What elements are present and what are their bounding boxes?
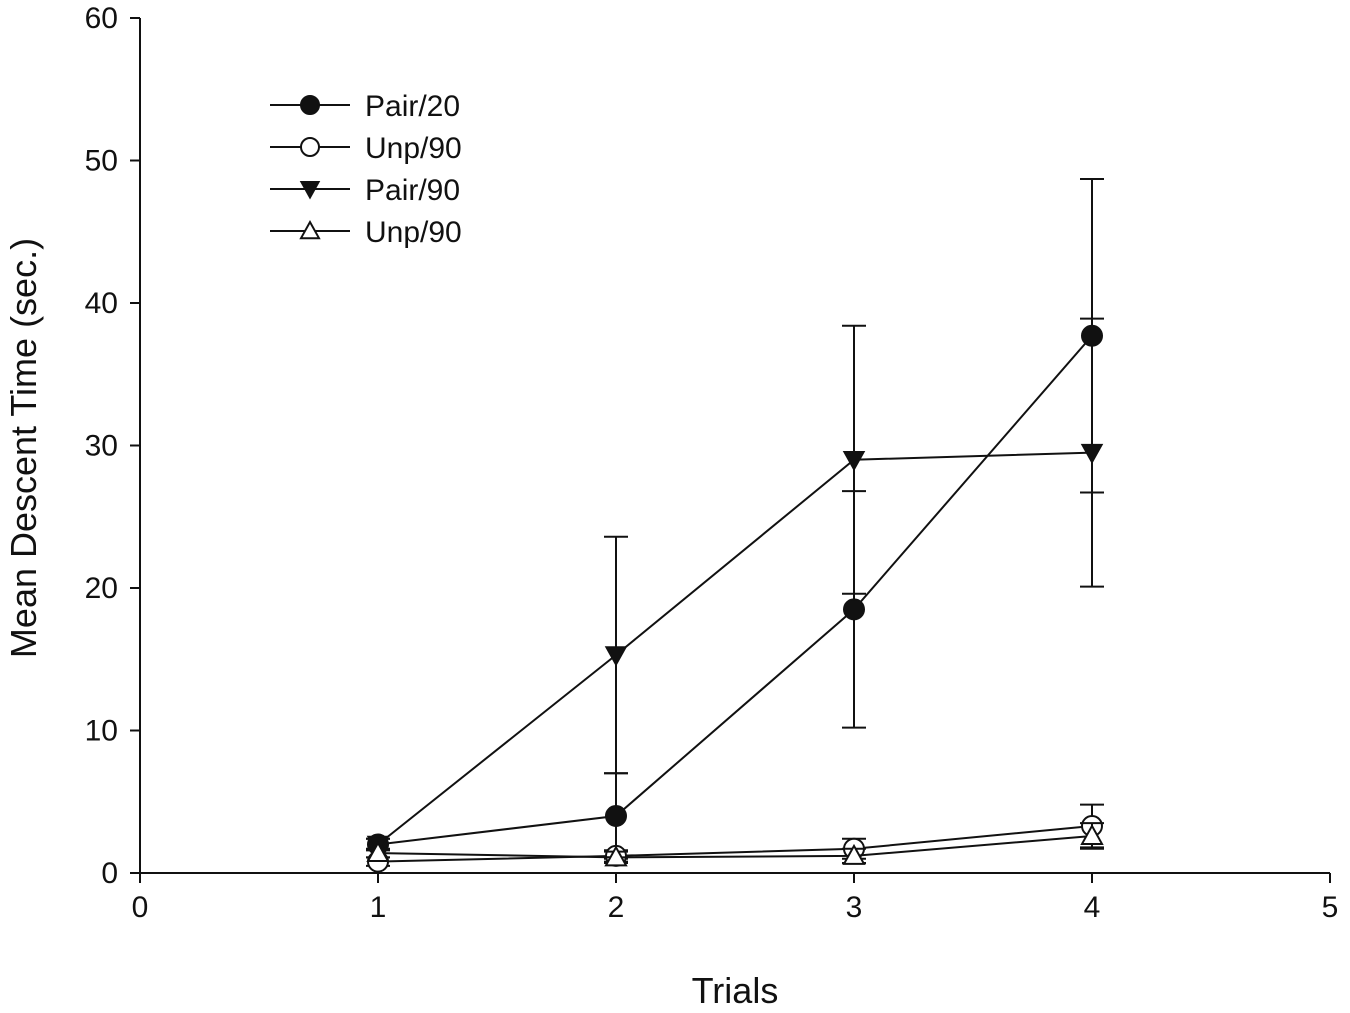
- series-line: [377, 834, 1093, 859]
- x-axis-title: Trials: [692, 970, 779, 1011]
- y-tick-label: 20: [85, 572, 118, 605]
- series-4: [366, 822, 1104, 867]
- legend-label: Pair/20: [365, 90, 460, 123]
- series-3: [366, 317, 1104, 857]
- data-point: [604, 646, 628, 667]
- y-tick-label: 40: [85, 287, 118, 320]
- data-point: [843, 598, 865, 621]
- legend-label: Unp/90: [365, 132, 462, 165]
- x-tick-label: 5: [1322, 891, 1339, 924]
- legend-label: Pair/90: [365, 174, 460, 207]
- y-tick-label: 50: [85, 145, 118, 178]
- series-line: [377, 451, 1093, 846]
- data-point: [842, 451, 866, 472]
- x-tick-label: 3: [846, 891, 863, 924]
- plot-area: 0 1 2 3 4 50102030405060Pair/20Unp/90Pair/90U…: [85, 2, 1339, 924]
- series-line: [377, 335, 1093, 846]
- series-2: [366, 803, 1104, 873]
- y-tick-label: 0: [101, 857, 118, 890]
- y-tick-label: 30: [85, 430, 118, 463]
- x-tick-label: 0: [132, 891, 149, 924]
- legend-label: Unp/90: [365, 216, 462, 249]
- series-1: [366, 178, 1104, 860]
- x-tick-label: 4: [1084, 891, 1101, 924]
- y-axis-title: Mean Descent Time (sec.): [3, 238, 44, 658]
- series-line: [377, 824, 1093, 863]
- data-point: [366, 840, 390, 863]
- x-tick-label: 1: [370, 891, 387, 924]
- y-tick-label: 60: [85, 2, 118, 35]
- y-tick-label: 10: [85, 715, 118, 748]
- legend-marker: [299, 219, 321, 240]
- legend-marker: [299, 181, 321, 200]
- legend: Pair/20 Unp/90 Pair/90 Unp/90: [270, 90, 462, 249]
- data-point: [1080, 443, 1104, 465]
- data-point: [605, 805, 627, 827]
- data-point: [604, 845, 628, 867]
- legend-marker: [300, 137, 320, 157]
- x-tick-label: 2: [608, 891, 625, 924]
- data-point: [842, 843, 866, 865]
- data-point: [1080, 823, 1104, 845]
- legend-marker: [300, 95, 320, 115]
